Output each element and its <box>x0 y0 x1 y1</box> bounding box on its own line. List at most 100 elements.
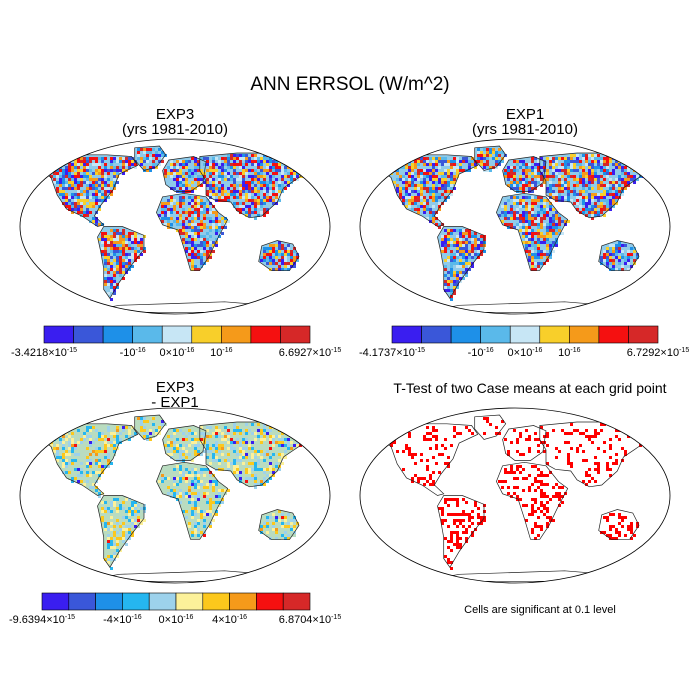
grid-cell <box>164 444 167 447</box>
grid-cell <box>245 187 248 190</box>
grid-cell <box>603 205 606 208</box>
grid-cell <box>447 286 450 289</box>
grid-cell <box>474 235 477 238</box>
grid-cell <box>513 429 516 432</box>
grid-cell <box>209 498 212 501</box>
grid-cell <box>429 447 432 450</box>
grid-cell <box>609 262 612 265</box>
grid-cell <box>110 244 113 247</box>
grid-cell <box>59 438 62 441</box>
grid-cell <box>555 232 558 235</box>
grid-cell <box>591 205 594 208</box>
grid-cell <box>609 253 612 256</box>
grid-cell <box>477 244 480 247</box>
grid-cell <box>215 486 218 489</box>
grid-cell <box>149 166 152 169</box>
grid-cell <box>606 534 609 537</box>
grid-cell <box>441 181 444 184</box>
grid-cell <box>432 172 435 175</box>
grid-cell <box>525 247 528 250</box>
grid-cell <box>627 181 630 184</box>
grid-cell <box>86 184 89 187</box>
grid-cell <box>101 519 104 522</box>
grid-cell <box>140 235 143 238</box>
grid-cell <box>101 196 104 199</box>
grid-cell <box>453 286 456 289</box>
grid-cell <box>537 516 540 519</box>
grid-cell <box>525 238 528 241</box>
grid-cell <box>411 163 414 166</box>
grid-cell <box>591 163 594 166</box>
grid-cell <box>116 510 119 513</box>
grid-cell <box>191 513 194 516</box>
grid-cell <box>92 483 95 486</box>
grid-cell <box>278 163 281 166</box>
grid-cell <box>516 477 519 480</box>
grid-cell <box>609 256 612 259</box>
grid-cell <box>92 172 95 175</box>
grid-cell <box>615 160 618 163</box>
grid-cell <box>209 172 212 175</box>
grid-cell <box>633 259 636 262</box>
grid-cell <box>585 202 588 205</box>
grid-cell <box>221 432 224 435</box>
grid-cell <box>218 190 221 193</box>
grid-cell <box>74 205 77 208</box>
grid-cell <box>537 229 540 232</box>
grid-cell <box>405 199 408 202</box>
grid-cell <box>242 441 245 444</box>
grid-cell <box>143 519 146 522</box>
grid-cell <box>510 205 513 208</box>
grid-cell <box>200 259 203 262</box>
grid-cell <box>648 163 651 166</box>
grid-cell <box>272 199 275 202</box>
grid-cell <box>510 441 513 444</box>
grid-cell <box>540 253 543 256</box>
grid-cell <box>242 175 245 178</box>
grid-cell <box>537 438 540 441</box>
grid-cell <box>194 211 197 214</box>
grid-cell <box>588 480 591 483</box>
grid-cell <box>540 474 543 477</box>
grid-cell <box>540 483 543 486</box>
grid-cell <box>534 438 537 441</box>
grid-cell <box>221 453 224 456</box>
grid-cell <box>272 447 275 450</box>
grid-cell <box>128 519 131 522</box>
grid-cell <box>128 256 131 259</box>
grid-cell <box>116 253 119 256</box>
grid-cell <box>438 220 441 223</box>
grid-cell <box>77 160 80 163</box>
grid-cell <box>540 175 543 178</box>
grid-cell <box>212 510 215 513</box>
grid-cell <box>251 181 254 184</box>
grid-cell <box>284 256 287 259</box>
grid-cell <box>224 196 227 199</box>
grid-cell <box>107 172 110 175</box>
grid-cell <box>182 450 185 453</box>
grid-cell <box>62 160 65 163</box>
grid-cell <box>435 178 438 181</box>
grid-cell <box>477 256 480 259</box>
grid-cell <box>615 531 618 534</box>
grid-cell <box>447 525 450 528</box>
grid-cell <box>209 456 212 459</box>
grid-cell <box>453 175 456 178</box>
grid-cell <box>468 169 471 172</box>
grid-cell <box>513 184 516 187</box>
grid-cell <box>600 423 603 426</box>
grid-cell <box>552 208 555 211</box>
grid-cell <box>540 208 543 211</box>
grid-cell <box>254 199 257 202</box>
grid-cell <box>107 516 110 519</box>
grid-cell <box>170 435 173 438</box>
grid-cell <box>254 208 257 211</box>
grid-cell <box>290 169 293 172</box>
grid-cell <box>71 432 74 435</box>
grid-cell <box>179 232 182 235</box>
grid-cell <box>597 214 600 217</box>
grid-cell <box>95 157 98 160</box>
grid-cell <box>624 534 627 537</box>
grid-cell <box>119 274 122 277</box>
grid-cell <box>444 163 447 166</box>
